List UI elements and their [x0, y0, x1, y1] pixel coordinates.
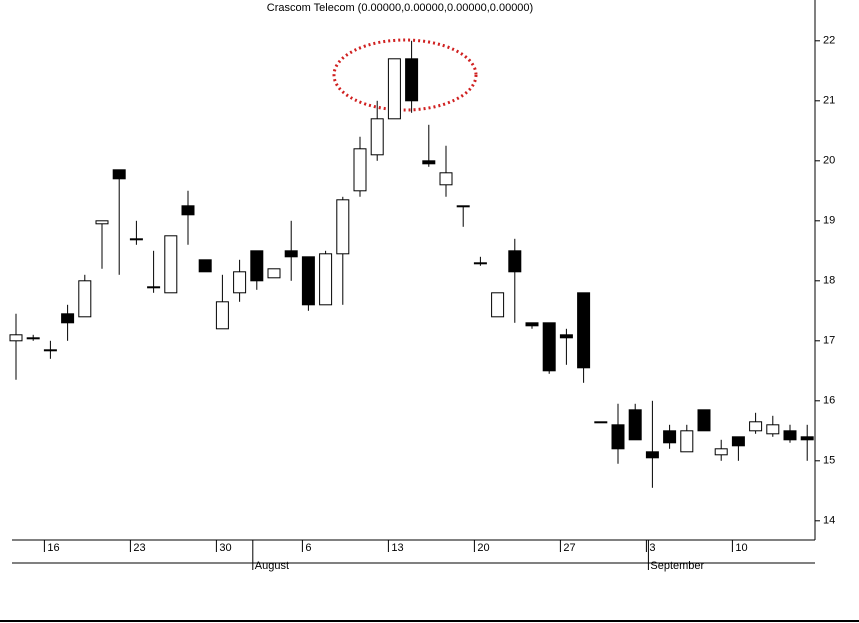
month-label: September	[650, 560, 704, 572]
x-tick-label: 13	[391, 542, 403, 554]
candle-body	[215, 301, 229, 330]
candle-body	[473, 262, 487, 265]
y-tick-label: 20	[823, 155, 835, 167]
candle-body	[147, 286, 161, 289]
candle-body	[78, 280, 92, 318]
y-tick-label: 19	[823, 215, 835, 227]
candle-body	[697, 409, 711, 432]
candle-body	[43, 349, 57, 352]
candle-body	[749, 421, 763, 432]
candle-body	[164, 235, 178, 294]
candle-body	[387, 58, 401, 120]
candle-body	[611, 424, 625, 450]
candle-body	[559, 334, 573, 339]
candle-body	[181, 205, 195, 216]
candle-body	[508, 250, 522, 273]
candle-body	[26, 337, 40, 340]
candle-body	[284, 250, 298, 258]
x-tick-label: 6	[305, 542, 311, 554]
candle-body	[61, 313, 75, 324]
x-tick-label: 3	[649, 542, 655, 554]
y-tick-label: 18	[823, 275, 835, 287]
candle-body	[233, 271, 247, 294]
candle-body	[112, 169, 126, 180]
highlight-ellipse	[332, 38, 478, 112]
candle-body	[542, 322, 556, 372]
candle-body	[783, 430, 797, 441]
candle-body	[714, 448, 728, 456]
month-label: August	[255, 560, 289, 572]
candle-body	[319, 253, 333, 306]
x-tick-label: 27	[563, 542, 575, 554]
candle-body	[250, 250, 264, 282]
candle-body	[594, 421, 608, 424]
candle-body	[370, 118, 384, 156]
candle-body	[439, 172, 453, 186]
candle-body	[663, 430, 677, 444]
y-tick-label: 17	[823, 335, 835, 347]
x-tick-label: 23	[133, 542, 145, 554]
y-tick-label: 16	[823, 395, 835, 407]
chart-title: Crascom Telecom (0.00000,0.00000,0.00000…	[267, 2, 533, 14]
candle-body	[95, 220, 109, 225]
candle-body	[198, 259, 212, 273]
x-tick-label: 20	[477, 542, 489, 554]
candle-body	[301, 256, 315, 306]
y-tick-label: 15	[823, 455, 835, 467]
candle-body	[9, 334, 23, 342]
candle-body	[491, 292, 505, 318]
candle-body	[456, 205, 470, 208]
candle-body	[766, 424, 780, 435]
candle-body	[577, 292, 591, 369]
y-tick-label: 21	[823, 95, 835, 107]
x-tick-label: 30	[219, 542, 231, 554]
candle-body	[129, 238, 143, 241]
candle-body	[405, 58, 419, 102]
candle-body	[267, 268, 281, 279]
y-tick-label: 14	[823, 515, 835, 527]
x-tick-label: 16	[47, 542, 59, 554]
candle-body	[645, 451, 659, 459]
candle-body	[525, 322, 539, 327]
candle-body	[680, 430, 694, 453]
candle-body	[731, 436, 745, 447]
candle-body	[800, 436, 814, 441]
candle-body	[628, 409, 642, 441]
x-tick-label: 10	[735, 542, 747, 554]
candle-body	[336, 199, 350, 255]
candle-body	[422, 160, 436, 165]
candle-body	[353, 148, 367, 192]
y-tick-label: 22	[823, 35, 835, 47]
